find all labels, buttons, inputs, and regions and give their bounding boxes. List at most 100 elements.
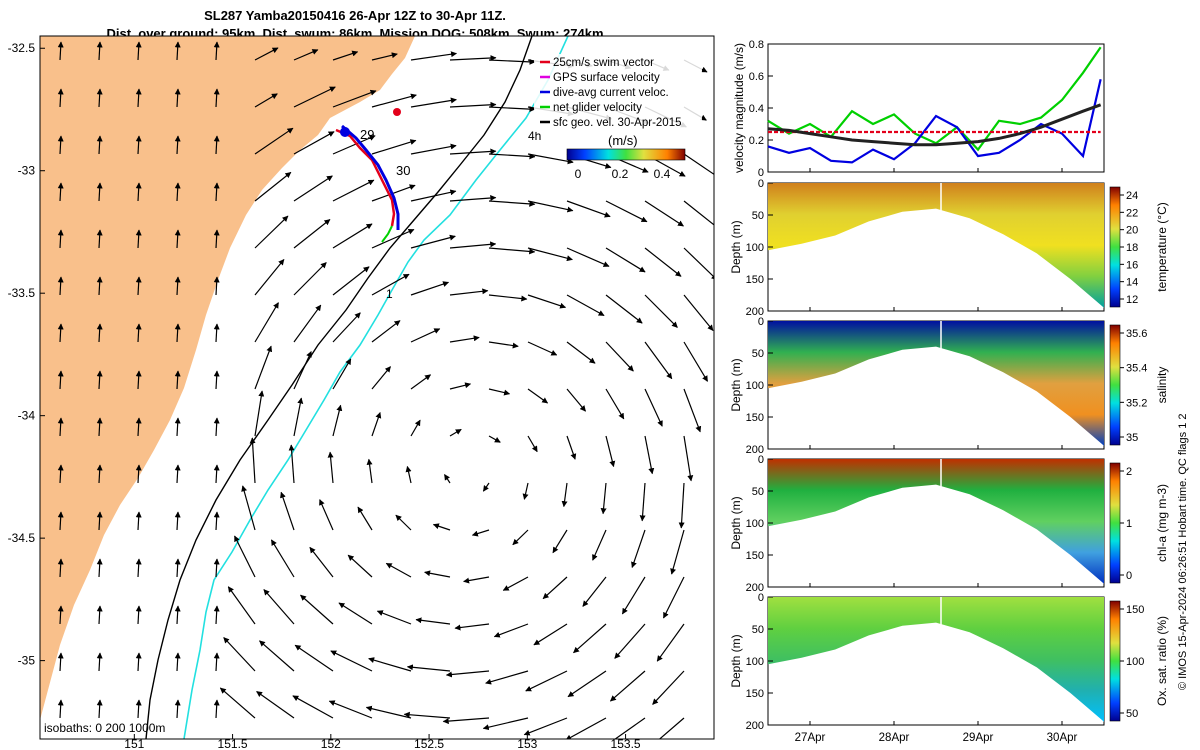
section-label-3: Ox. sat. ratio (%) [1155,616,1169,706]
time-tick-label-0: 27Apr [795,732,826,744]
colorbar-tick-label-2-2: 2 [1126,466,1132,478]
velocity-vector-arrow [57,229,64,249]
velocity-vector-arrow [174,511,181,531]
velocity-vector-arrow [449,288,489,296]
velocity-vector-arrow [644,388,663,427]
velocity-vector-arrow [527,247,573,262]
glider-track-red [335,128,396,227]
velocity-vector-arrow [96,229,103,249]
velocity-vector-arrow [174,88,181,108]
velocity-vector-arrow [135,605,142,625]
velocity-vector-arrow [174,323,181,343]
velocity-vector-arrow [57,88,64,108]
velocity-vector-arrow [449,382,472,390]
map-legend: 25cm/s swim vector GPS surface velocity di… [534,54,702,132]
velocity-vector-arrow [227,586,256,625]
velocity-vector-arrow [488,388,511,396]
velocity-vector-arrow [332,312,361,343]
day-label-30: 30 [396,163,410,178]
velocity-vector-arrow [527,200,574,213]
velocity-vector-arrow [471,529,490,537]
depth-axis-label-3: Depth (m) [729,634,743,687]
velocity-vector-arrow [683,388,702,433]
velocity-vector-arrow [135,699,142,719]
velocity-vector-arrow [449,428,462,437]
map-ytick-label-0: -32.5 [8,41,36,55]
velocity-vector-arrow [443,474,451,484]
velocity-vector-arrow [96,417,103,437]
velocity-vector-arrow [449,335,480,343]
velocity-vector-arrow [254,127,294,155]
velocity-vector-arrow [567,670,607,698]
velocity-vector-arrow [385,562,412,578]
colorbar-tick-label-0-2: 16 [1126,259,1138,271]
velocity-vector-arrow [609,670,646,702]
colorbar-tick-label-0-6: 24 [1126,190,1138,202]
velocity-vector-arrow [605,200,648,223]
time-tick-label-3: 30Apr [1047,732,1078,744]
legend-label-3: net glider velocity [553,102,642,114]
velocity-vector-arrow [371,184,416,202]
velocity-vector-arrow [293,262,327,296]
time-tick-label-2: 29Apr [963,732,994,744]
velocity-vector-arrow [644,294,678,328]
velocity-vector-arrow [605,435,616,468]
velocity-vector-arrow [573,623,607,654]
map-ytick-label-5: -35 [18,654,36,668]
isobath-200m [145,36,533,739]
depth-tick-label-2-2: 100 [746,518,764,530]
velocity-vector-arrow [174,229,181,249]
velocity-vector-arrow [488,294,528,302]
depth-tick-label-1-0: 0 [758,316,764,328]
velocity-vector-arrow [174,605,181,625]
velocity-vector-arrow [678,482,685,529]
legend-label-2: dive-avg current veloc. [553,87,669,99]
velocity-vector-arrow [327,451,334,484]
depth-tick-label-0-3: 150 [746,274,764,286]
velocity-vector-arrow [488,58,536,65]
velocity-vector-arrow [57,605,64,625]
map-ytick-label-3: -34 [18,409,36,423]
velocity-vector-arrow [533,623,568,646]
velocity-vector-arrow [293,219,331,249]
velocity-vector-arrow [213,276,220,296]
colorbar-tick-0-2: 0.2 [612,167,629,181]
velocity-vector-arrow [254,47,279,61]
velocity-vector-arrow [213,464,220,484]
velocity-vector-arrow [566,435,577,460]
velocity-vector-arrow [605,247,646,273]
velocity-vector-arrow [410,97,457,108]
velocity-vector-arrow [527,294,567,309]
legend-label-4: sfc geo. vel. 30-Apr-2015 [553,117,682,129]
velocity-vector-arrow [683,435,694,482]
colorbar-tick-label-0-0: 12 [1126,294,1138,306]
velocity-vector-arrow [174,652,181,672]
velocity-vector-arrow [57,558,64,578]
velocity-vector-arrow [488,247,536,255]
map-x-axis: 151 151.5 152 152.5 153 153.5 [124,734,641,750]
map-panel: 29 30 1 4h isobaths: 0 200 1000m 151 151.… [8,35,715,750]
velocity-vector-arrow [213,135,220,155]
velocity-vector-arrow [488,341,519,349]
velocity-vector-arrow [332,135,376,155]
velocity-vector-arrow [135,558,142,578]
velocity-vector-arrow [254,215,289,249]
map-frame [39,35,715,740]
velocity-vector-arrow [213,511,220,531]
velocity-vector-arrow [410,143,457,155]
map-xtick-label-0: 151 [124,737,144,750]
velocity-vector-arrow [449,148,497,155]
velocity-vector-arrow [96,41,103,61]
velocity-ytick-label-3: 0.6 [749,71,764,83]
velocity-vector-arrow [592,529,607,561]
colorbar-tick-label-0-5: 22 [1126,207,1138,219]
time-x-axis: 27Apr 28Apr 29Apr 30Apr [795,168,1078,744]
depth-tick-label-1-2: 100 [746,380,764,392]
colorbar-tick-0-4: 0.4 [654,167,671,181]
depth-axis-label-0: Depth (m) [729,220,743,273]
velocity-vector-arrow [415,617,451,625]
velocity-ytick-label-2: 0.4 [749,103,764,115]
legend-box [534,54,702,132]
velocity-vector-arrow [135,511,142,531]
velocity-vector-arrow [292,695,334,719]
